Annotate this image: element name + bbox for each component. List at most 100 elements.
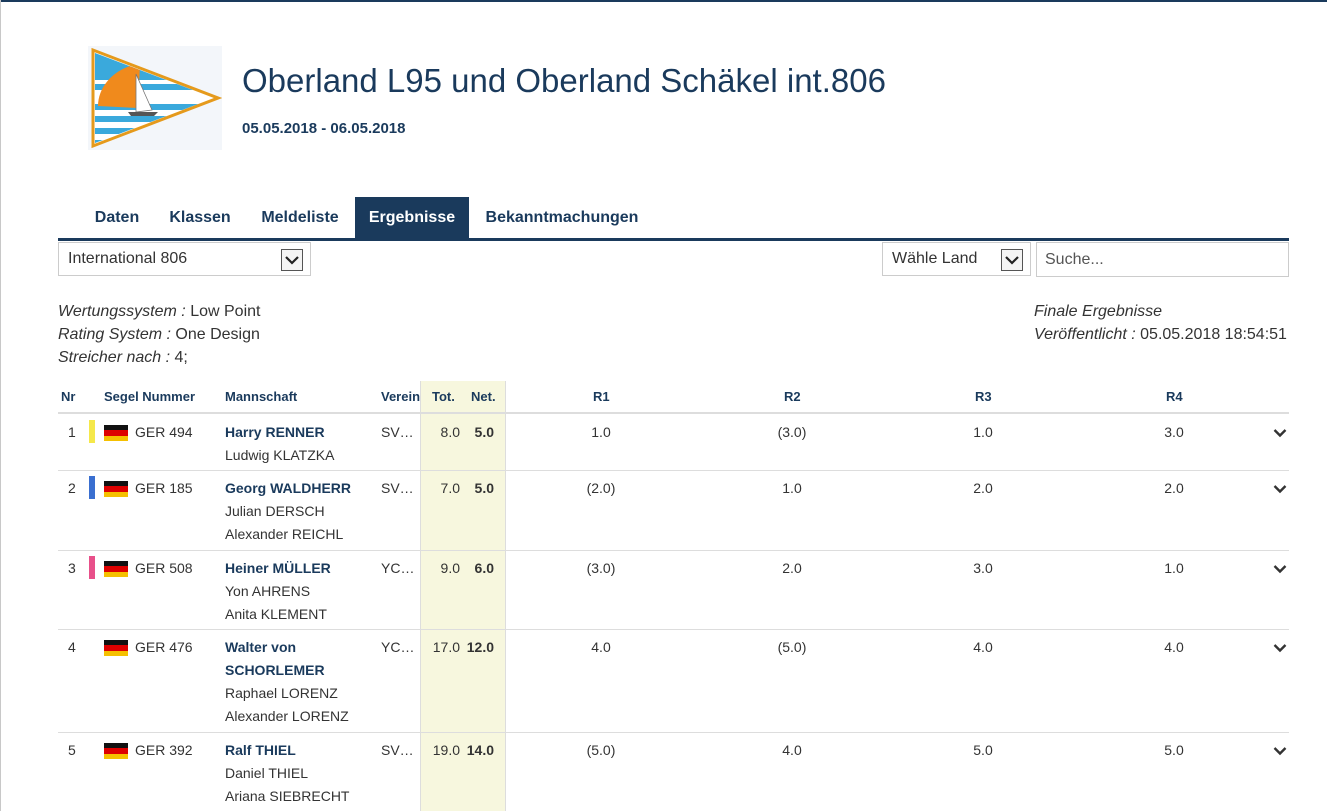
race-score-r4: 3.0 bbox=[1164, 424, 1184, 440]
race-score-r3: 3.0 bbox=[973, 560, 993, 576]
club-name: YC… bbox=[381, 639, 415, 655]
published-label: Veröffentlicht : bbox=[1034, 326, 1136, 343]
rating-value: One Design bbox=[175, 326, 260, 343]
class-select[interactable]: International 806 bbox=[58, 242, 311, 276]
table-row[interactable]: 2 GER 185 Georg WALDHERR Julian DERSCH Alexa… bbox=[58, 471, 1289, 551]
skipper-name-cont[interactable]: SCHORLEMER bbox=[225, 662, 325, 678]
crew-member: Julian DERSCH bbox=[225, 503, 325, 519]
net-points: 5.0 bbox=[474, 480, 494, 496]
rank: 1 bbox=[68, 424, 76, 440]
race-score-r2: (3.0) bbox=[777, 424, 807, 440]
table-row[interactable]: 4 GER 476 Walter von SCHORLEMER Raphael LORE… bbox=[58, 630, 1289, 733]
expand-chevron-icon[interactable] bbox=[1273, 564, 1287, 574]
header-crew[interactable]: Mannschaft bbox=[225, 389, 298, 404]
race-score-r2: 4.0 bbox=[782, 742, 802, 758]
crew-member: Alexander REICHL bbox=[225, 526, 344, 542]
header-r2[interactable]: R2 bbox=[784, 389, 801, 404]
table-row[interactable]: 3 GER 508 Heiner MÜLLER Yon AHRENS Anita KLE… bbox=[58, 551, 1289, 630]
position-marker bbox=[89, 556, 95, 579]
discard-value: 4; bbox=[174, 349, 188, 366]
tab-bekanntmachungen[interactable]: Bekanntmachungen bbox=[485, 209, 639, 226]
chevron-down-icon[interactable] bbox=[1001, 249, 1023, 271]
rating-label: Rating System : bbox=[58, 326, 171, 343]
total-points: 17.0 bbox=[432, 639, 460, 655]
expand-chevron-icon[interactable] bbox=[1273, 746, 1287, 756]
skipper-name[interactable]: Walter von bbox=[225, 639, 297, 655]
total-points: 9.0 bbox=[440, 560, 460, 576]
event-dates: 05.05.2018 - 06.05.2018 bbox=[242, 120, 406, 137]
net-points: 6.0 bbox=[474, 560, 494, 576]
expand-chevron-icon[interactable] bbox=[1273, 428, 1287, 438]
header-total[interactable]: Tot. bbox=[432, 389, 455, 404]
crew-member: Daniel THIEL bbox=[225, 765, 309, 781]
race-score-r2: 1.0 bbox=[782, 480, 802, 496]
net-points: 12.0 bbox=[466, 639, 494, 655]
rank: 4 bbox=[68, 639, 76, 655]
skipper-name[interactable]: Harry RENNER bbox=[225, 424, 325, 440]
crew-member: Yon AHRENS bbox=[225, 583, 311, 599]
race-score-r1: (5.0) bbox=[586, 742, 616, 758]
navigation-tabs: Daten Klassen Meldeliste Ergebnisse Beka… bbox=[58, 197, 1289, 241]
tab-meldeliste[interactable]: Meldeliste bbox=[261, 209, 339, 226]
expand-chevron-icon[interactable] bbox=[1273, 484, 1287, 494]
germany-flag-icon bbox=[104, 561, 128, 577]
race-score-r4: 5.0 bbox=[1164, 742, 1184, 758]
tab-klassen[interactable]: Klassen bbox=[169, 209, 231, 226]
race-score-r4: 4.0 bbox=[1164, 639, 1184, 655]
crew-member: Ludwig KLATZKA bbox=[225, 447, 335, 463]
results-table-header: Nr Segel Nummer Mannschaft Verein Tot. N… bbox=[58, 381, 1289, 414]
club-name: SV… bbox=[381, 424, 414, 440]
header-r3[interactable]: R3 bbox=[975, 389, 992, 404]
header-net[interactable]: Net. bbox=[471, 389, 496, 404]
club-pennant-logo bbox=[88, 46, 222, 150]
race-score-r2: (5.0) bbox=[777, 639, 807, 655]
crew-member: Raphael LORENZ bbox=[225, 685, 338, 701]
header-club[interactable]: Verein bbox=[381, 389, 421, 404]
position-marker bbox=[89, 420, 95, 443]
top-border bbox=[0, 0, 1327, 2]
sail-number: GER 392 bbox=[135, 742, 193, 758]
race-score-r3: 4.0 bbox=[973, 639, 993, 655]
skipper-name[interactable]: Georg WALDHERR bbox=[225, 480, 351, 496]
race-score-r3: 5.0 bbox=[973, 742, 993, 758]
chevron-down-icon[interactable] bbox=[281, 249, 303, 271]
scoring-info: Wertungssystem : Low Point Rating System… bbox=[58, 300, 260, 369]
publish-info: Finale Ergebnisse Veröffentlicht : 05.05… bbox=[1034, 300, 1287, 346]
header-r1[interactable]: R1 bbox=[593, 389, 610, 404]
germany-flag-icon bbox=[104, 743, 128, 759]
header-r4[interactable]: R4 bbox=[1166, 389, 1183, 404]
net-points: 5.0 bbox=[474, 424, 494, 440]
sail-number: GER 508 bbox=[135, 560, 193, 576]
crew-member: Alexander LORENZ bbox=[225, 708, 349, 724]
header-nr[interactable]: Nr bbox=[61, 389, 76, 404]
club-name: YC… bbox=[381, 560, 415, 576]
crew-member: Ariana SIEBRECHT bbox=[225, 788, 350, 804]
discard-label: Streicher nach : bbox=[58, 349, 171, 366]
skipper-name[interactable]: Ralf THIEL bbox=[225, 742, 296, 758]
tab-ergebnisse[interactable]: Ergebnisse bbox=[355, 197, 469, 238]
sail-number: GER 476 bbox=[135, 639, 193, 655]
country-select[interactable]: Wähle Land bbox=[882, 242, 1031, 276]
search-input[interactable] bbox=[1036, 242, 1289, 277]
sail-number: GER 494 bbox=[135, 424, 193, 440]
table-row[interactable]: 5 GER 392 Ralf THIEL Daniel THIEL Ariana SIE… bbox=[58, 733, 1289, 811]
race-score-r1: (3.0) bbox=[586, 560, 616, 576]
table-row[interactable]: 1 GER 494 Harry RENNER Ludwig KLATZKA SV… 8.0… bbox=[58, 415, 1289, 471]
tab-daten[interactable]: Daten bbox=[94, 209, 140, 226]
expand-chevron-icon[interactable] bbox=[1273, 643, 1287, 653]
total-points: 7.0 bbox=[440, 480, 460, 496]
total-points: 19.0 bbox=[432, 742, 460, 758]
position-marker bbox=[89, 476, 95, 499]
rank: 2 bbox=[68, 480, 76, 496]
rank: 5 bbox=[68, 742, 76, 758]
race-score-r1: 1.0 bbox=[591, 424, 611, 440]
germany-flag-icon bbox=[104, 425, 128, 441]
race-score-r1: (2.0) bbox=[586, 480, 616, 496]
crew-member: Anita KLEMENT bbox=[225, 606, 327, 622]
skipper-name[interactable]: Heiner MÜLLER bbox=[225, 560, 331, 576]
left-border bbox=[0, 0, 1, 811]
club-name: SV… bbox=[381, 742, 414, 758]
class-select-value: International 806 bbox=[68, 250, 188, 267]
race-score-r2: 2.0 bbox=[782, 560, 802, 576]
header-sail-number[interactable]: Segel Nummer bbox=[104, 389, 196, 404]
